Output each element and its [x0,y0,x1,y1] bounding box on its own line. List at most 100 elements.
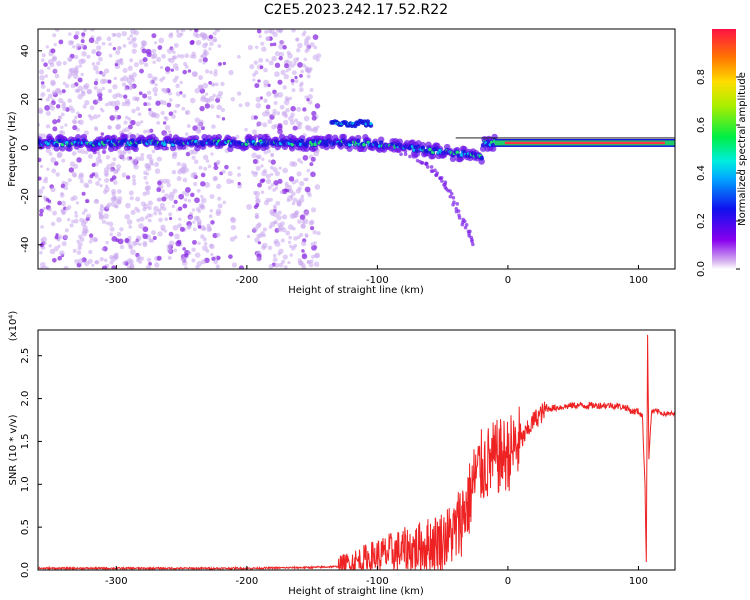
spectrogram-cell [72,73,79,80]
spectrogram-cell [213,69,218,74]
spectrogram-cell [40,92,46,98]
spectrogram-cell [338,142,344,147]
spectrogram-cell [230,97,235,102]
spectrogram-cell [177,223,182,228]
spectrogram-cell [295,48,301,53]
spectrogram-cell [462,219,467,224]
spectrogram-cell [254,83,260,89]
spectrogram-cell [50,157,57,163]
spectrogram-cell [125,202,131,209]
spectrogram-cell [135,196,141,202]
spectrogram-cell [189,54,194,59]
spectrogram-cell [57,97,64,104]
spectrogram-cell [109,255,114,260]
spectrogram-cell [470,239,474,244]
spectrogram-cell [130,249,136,255]
spectrogram-cell [88,37,95,44]
spectrogram-cell [262,233,266,238]
spectrogram-cell [100,132,105,136]
spectrogram-cell [99,256,104,262]
spectrogram-cell [454,206,459,211]
spectrogram-cell [117,196,123,202]
spectrogram-cell [217,115,221,119]
spectrogram-cell [189,97,196,104]
spectrogram-cell [138,91,143,96]
spectrogram-cell [304,186,311,193]
spectrogram-cell [99,206,105,212]
spectrogram-cell [213,259,219,265]
spectrogram-cell [455,202,460,206]
y-tick-label: -20 [20,188,31,204]
spectrogram-cell [38,107,43,114]
spectrogram-cell [48,151,53,156]
spectrogram-cell [109,226,115,232]
spectrogram-cell [176,161,181,167]
spectrogram-cell [216,161,220,166]
spectrogram-cell [72,45,76,49]
spectrogram-cell [71,151,77,156]
spectrogram-cell [68,68,73,73]
spectrogram-cell [254,70,259,75]
spectrogram-cell [49,102,54,107]
spectrogram-cell [40,225,44,229]
spectrogram-cell [291,88,296,93]
spectrogram-cell [236,91,242,96]
spectrogram-cell [108,221,114,227]
spectrogram-cell [237,181,241,186]
spectrogram-cell [124,126,130,133]
spectrogram-cell [297,42,303,49]
spectrogram-cell [75,134,82,141]
spectrogram-cell [201,33,208,39]
spectrogram-cell [275,200,281,206]
spectrogram-cell [54,142,59,148]
spectrogram-cell [154,83,158,87]
spectrogram-cell [176,239,182,245]
spectrogram-cell [192,227,197,232]
spectrogram-cell [200,194,204,199]
spectrogram-cell [283,73,289,80]
spectrogram-cell [312,230,317,235]
x-tick-label: -300 [105,275,128,286]
spectrogram-cell [228,69,234,76]
spectrogram-cell [252,226,259,232]
spectrogram-cell [187,251,192,255]
spectrogram-cell [119,227,124,232]
spectrogram-cell [44,74,49,78]
spectrogram-cell [204,181,211,188]
spectrogram-cell [274,71,280,78]
spectrogram-cell [174,75,179,80]
spectrogram-cell [296,57,300,61]
spectrogram-cell [104,102,109,107]
spectrogram-cell [150,113,155,118]
spectrogram-cell [314,184,321,190]
spectrogram-cell [168,216,173,221]
spectrogram-cell [216,255,221,261]
spectrogram-cell [302,63,306,68]
spectrogram-cell [312,34,319,41]
spectrogram-cell [448,194,453,199]
spectrogram-cell [489,145,497,152]
spectrogram-cell [76,157,82,163]
spectrogram-cell [294,118,299,123]
spectrogram-cell [187,224,192,229]
spectrogram-cell [197,209,202,214]
spectrogram-cell [265,104,271,110]
spectrogram-cell [429,165,434,169]
spectrogram-cell [73,163,79,169]
spectrogram-cell [61,89,66,94]
spectrogram-cell [170,68,174,72]
spectrogram-cell [166,244,172,250]
spectrogram-cell [150,162,154,166]
spectrogram-cell [104,178,110,183]
spectrogram-cell [123,94,128,99]
spectrogram-cell [311,115,317,121]
spectrogram-cell [145,48,152,55]
spectrogram-cell [302,218,309,225]
spectrogram-cell [187,199,192,203]
spectrogram-cell [173,151,178,156]
spectrogram-cell [95,61,101,66]
spectrogram-cell [47,66,51,70]
spectrogram-cell [57,151,63,158]
spectrogram-cell [168,212,173,217]
spectrogram-cell [177,54,181,58]
